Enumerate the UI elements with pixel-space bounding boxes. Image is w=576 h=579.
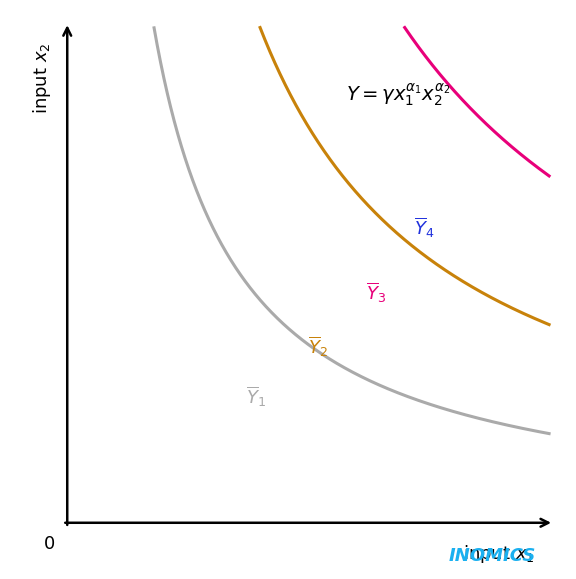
Text: $\overline{Y}_4$: $\overline{Y}_4$: [414, 216, 435, 240]
Text: $\overline{Y}_2$: $\overline{Y}_2$: [308, 335, 328, 359]
Text: INOMICS: INOMICS: [448, 547, 536, 565]
Text: $\overline{Y}_1$: $\overline{Y}_1$: [245, 384, 266, 409]
Text: 0: 0: [44, 535, 55, 553]
Text: input $x_1$: input $x_1$: [463, 543, 535, 565]
Text: input $x_2$: input $x_2$: [31, 42, 53, 113]
Text: $Y = \gamma x_1^{\alpha_1} x_2^{\alpha_2}$: $Y = \gamma x_1^{\alpha_1} x_2^{\alpha_2…: [346, 81, 450, 108]
Text: $\overline{Y}_3$: $\overline{Y}_3$: [366, 280, 386, 305]
